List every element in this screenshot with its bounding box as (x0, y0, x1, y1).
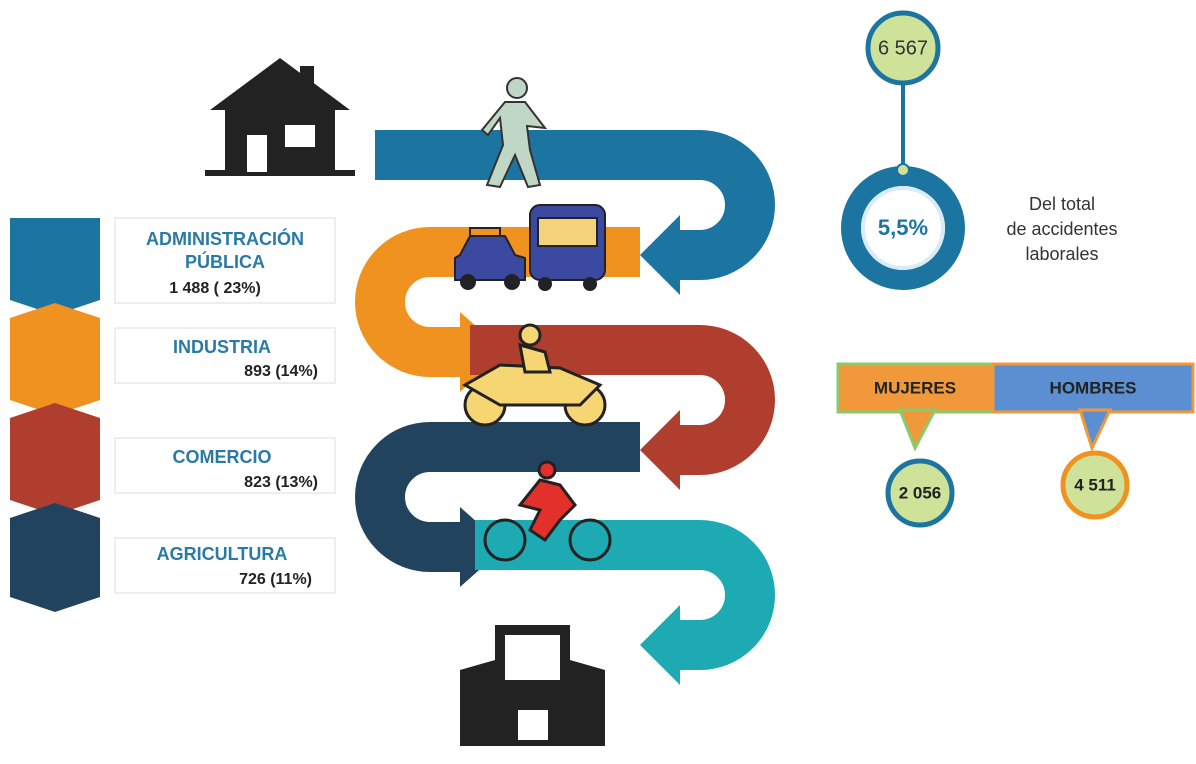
gender-value: 2 056 (899, 483, 942, 502)
sector-value: 1 488 ( 23%) (169, 280, 261, 297)
total-caption: de accidentes (1006, 219, 1117, 239)
sector-value: 893 (14%) (244, 363, 318, 380)
sector-label: AGRICULTURA (157, 544, 288, 564)
chevron (10, 218, 100, 315)
body: ADMINISTRACIÓN PÚBLICA 1 488 ( 23%) INDU… (0, 0, 1196, 764)
total-count: 6 567 (878, 37, 928, 59)
infographic: ADMINISTRACIÓN PÚBLICA 1 488 ( 23%) INDU… (0, 0, 1196, 764)
chevron (10, 503, 100, 612)
sector-value: 726 (11%) (239, 571, 312, 588)
sector-label: INDUSTRIA (173, 337, 271, 357)
house-icon (205, 58, 355, 176)
total-percent: 5,5% (878, 215, 928, 240)
total-caption: laborales (1025, 244, 1098, 264)
pointer (1080, 410, 1110, 448)
gender-label: HOMBRES (1050, 378, 1137, 397)
sector-label: COMERCIO (173, 447, 272, 467)
page: Infographic {"sectors": [ {"label_lines"… (0, 0, 1196, 764)
arrow (640, 410, 680, 490)
sector-label: ADMINISTRACIÓN (146, 228, 304, 249)
sector-value: 823 (13%) (244, 474, 318, 491)
connector-dot (897, 164, 909, 176)
gender-value: 4 511 (1074, 475, 1116, 494)
pointer (900, 410, 935, 448)
arrow (640, 215, 680, 295)
sector-label: PÚBLICA (185, 251, 265, 272)
arrow (640, 605, 680, 685)
building-icon (460, 625, 605, 746)
chevron (10, 303, 100, 415)
total-caption: Del total (1029, 194, 1095, 214)
bus-icon (530, 205, 605, 290)
chevron (10, 403, 100, 515)
gender-label: MUJERES (874, 378, 956, 397)
